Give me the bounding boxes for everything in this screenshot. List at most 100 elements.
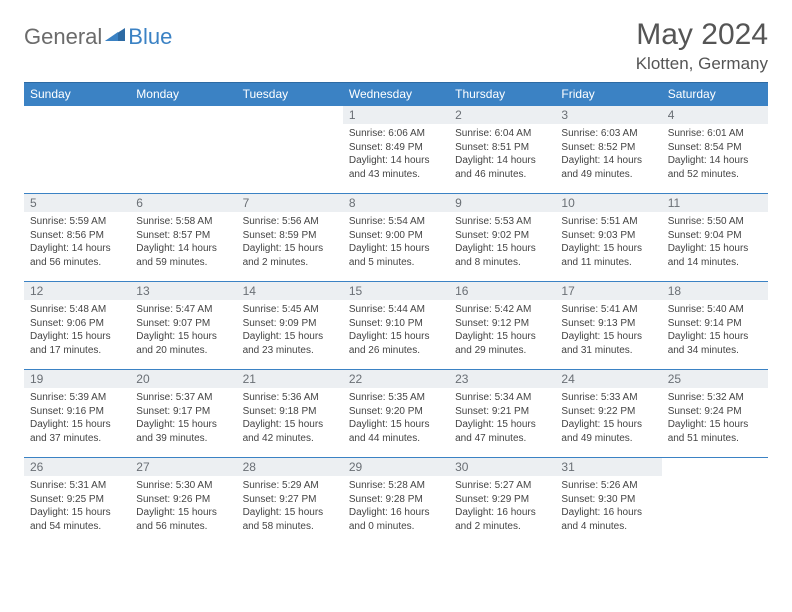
calendar-cell: 20Sunrise: 5:37 AMSunset: 9:17 PMDayligh…: [130, 370, 236, 458]
sunrise-line: Sunrise: 5:36 AM: [243, 391, 337, 405]
sunrise-line: Sunrise: 5:35 AM: [349, 391, 443, 405]
day-details: Sunrise: 5:28 AMSunset: 9:28 PMDaylight:…: [343, 476, 449, 537]
day-number: 3: [555, 106, 661, 124]
day-details: Sunrise: 5:37 AMSunset: 9:17 PMDaylight:…: [130, 388, 236, 449]
daylight-line: Daylight: 15 hours and 34 minutes.: [668, 330, 762, 357]
sunset-line: Sunset: 8:52 PM: [561, 141, 655, 155]
daylight-line: Daylight: 15 hours and 5 minutes.: [349, 242, 443, 269]
daylight-line: Daylight: 14 hours and 59 minutes.: [136, 242, 230, 269]
sunset-line: Sunset: 8:49 PM: [349, 141, 443, 155]
daylight-line: Daylight: 15 hours and 14 minutes.: [668, 242, 762, 269]
sunrise-line: Sunrise: 5:50 AM: [668, 215, 762, 229]
col-header: Thursday: [449, 83, 555, 106]
calendar-cell: 31Sunrise: 5:26 AMSunset: 9:30 PMDayligh…: [555, 458, 661, 546]
sunset-line: Sunset: 9:18 PM: [243, 405, 337, 419]
day-details: Sunrise: 5:34 AMSunset: 9:21 PMDaylight:…: [449, 388, 555, 449]
day-details: Sunrise: 5:48 AMSunset: 9:06 PMDaylight:…: [24, 300, 130, 361]
title-block: May 2024 Klotten, Germany: [636, 18, 768, 74]
calendar-cell: 4Sunrise: 6:01 AMSunset: 8:54 PMDaylight…: [662, 106, 768, 194]
sunset-line: Sunset: 9:25 PM: [30, 493, 124, 507]
calendar-cell: 28Sunrise: 5:29 AMSunset: 9:27 PMDayligh…: [237, 458, 343, 546]
page-title: May 2024: [636, 18, 768, 52]
sunset-line: Sunset: 9:03 PM: [561, 229, 655, 243]
sunrise-line: Sunrise: 5:37 AM: [136, 391, 230, 405]
calendar-body: 1Sunrise: 6:06 AMSunset: 8:49 PMDaylight…: [24, 106, 768, 546]
daylight-line: Daylight: 15 hours and 23 minutes.: [243, 330, 337, 357]
location: Klotten, Germany: [636, 54, 768, 74]
daylight-line: Daylight: 15 hours and 39 minutes.: [136, 418, 230, 445]
weekday-header-row: Sunday Monday Tuesday Wednesday Thursday…: [24, 83, 768, 106]
calendar-cell: 30Sunrise: 5:27 AMSunset: 9:29 PMDayligh…: [449, 458, 555, 546]
sunset-line: Sunset: 8:51 PM: [455, 141, 549, 155]
sunset-line: Sunset: 9:26 PM: [136, 493, 230, 507]
calendar-cell: 6Sunrise: 5:58 AMSunset: 8:57 PMDaylight…: [130, 194, 236, 282]
day-details: Sunrise: 5:45 AMSunset: 9:09 PMDaylight:…: [237, 300, 343, 361]
day-details: Sunrise: 5:33 AMSunset: 9:22 PMDaylight:…: [555, 388, 661, 449]
day-details: Sunrise: 5:56 AMSunset: 8:59 PMDaylight:…: [237, 212, 343, 273]
logo-text-general: General: [24, 24, 102, 50]
sunrise-line: Sunrise: 5:28 AM: [349, 479, 443, 493]
calendar-week-row: 5Sunrise: 5:59 AMSunset: 8:56 PMDaylight…: [24, 194, 768, 282]
daylight-line: Daylight: 14 hours and 43 minutes.: [349, 154, 443, 181]
sunrise-line: Sunrise: 5:39 AM: [30, 391, 124, 405]
calendar-cell: 18Sunrise: 5:40 AMSunset: 9:14 PMDayligh…: [662, 282, 768, 370]
day-details: Sunrise: 5:59 AMSunset: 8:56 PMDaylight:…: [24, 212, 130, 273]
sunset-line: Sunset: 9:27 PM: [243, 493, 337, 507]
day-number: 21: [237, 370, 343, 388]
day-details: Sunrise: 5:31 AMSunset: 9:25 PMDaylight:…: [24, 476, 130, 537]
sunset-line: Sunset: 9:28 PM: [349, 493, 443, 507]
day-details: Sunrise: 5:53 AMSunset: 9:02 PMDaylight:…: [449, 212, 555, 273]
day-number: 6: [130, 194, 236, 212]
day-details: Sunrise: 5:35 AMSunset: 9:20 PMDaylight:…: [343, 388, 449, 449]
sunset-line: Sunset: 9:21 PM: [455, 405, 549, 419]
daylight-line: Daylight: 15 hours and 47 minutes.: [455, 418, 549, 445]
sunrise-line: Sunrise: 5:42 AM: [455, 303, 549, 317]
day-details: Sunrise: 5:32 AMSunset: 9:24 PMDaylight:…: [662, 388, 768, 449]
daylight-line: Daylight: 15 hours and 17 minutes.: [30, 330, 124, 357]
sunrise-line: Sunrise: 5:45 AM: [243, 303, 337, 317]
day-number: 4: [662, 106, 768, 124]
sunset-line: Sunset: 9:29 PM: [455, 493, 549, 507]
day-details: Sunrise: 5:26 AMSunset: 9:30 PMDaylight:…: [555, 476, 661, 537]
col-header: Tuesday: [237, 83, 343, 106]
calendar-cell: 22Sunrise: 5:35 AMSunset: 9:20 PMDayligh…: [343, 370, 449, 458]
calendar-cell: 15Sunrise: 5:44 AMSunset: 9:10 PMDayligh…: [343, 282, 449, 370]
calendar-cell: [662, 458, 768, 546]
sunrise-line: Sunrise: 6:01 AM: [668, 127, 762, 141]
sunrise-line: Sunrise: 6:06 AM: [349, 127, 443, 141]
calendar-cell: 13Sunrise: 5:47 AMSunset: 9:07 PMDayligh…: [130, 282, 236, 370]
sunrise-line: Sunrise: 5:32 AM: [668, 391, 762, 405]
daylight-line: Daylight: 15 hours and 11 minutes.: [561, 242, 655, 269]
calendar-cell: 14Sunrise: 5:45 AMSunset: 9:09 PMDayligh…: [237, 282, 343, 370]
calendar-week-row: 12Sunrise: 5:48 AMSunset: 9:06 PMDayligh…: [24, 282, 768, 370]
sunrise-line: Sunrise: 5:41 AM: [561, 303, 655, 317]
day-details: Sunrise: 6:04 AMSunset: 8:51 PMDaylight:…: [449, 124, 555, 185]
sunrise-line: Sunrise: 5:51 AM: [561, 215, 655, 229]
sunrise-line: Sunrise: 6:03 AM: [561, 127, 655, 141]
daylight-line: Daylight: 15 hours and 37 minutes.: [30, 418, 124, 445]
calendar-cell: [237, 106, 343, 194]
sunrise-line: Sunrise: 6:04 AM: [455, 127, 549, 141]
daylight-line: Daylight: 15 hours and 8 minutes.: [455, 242, 549, 269]
sunset-line: Sunset: 9:02 PM: [455, 229, 549, 243]
col-header: Saturday: [662, 83, 768, 106]
daylight-line: Daylight: 16 hours and 4 minutes.: [561, 506, 655, 533]
sunset-line: Sunset: 9:22 PM: [561, 405, 655, 419]
day-details: Sunrise: 5:29 AMSunset: 9:27 PMDaylight:…: [237, 476, 343, 537]
day-number: 17: [555, 282, 661, 300]
calendar-cell: 5Sunrise: 5:59 AMSunset: 8:56 PMDaylight…: [24, 194, 130, 282]
day-details: Sunrise: 5:58 AMSunset: 8:57 PMDaylight:…: [130, 212, 236, 273]
calendar-cell: 9Sunrise: 5:53 AMSunset: 9:02 PMDaylight…: [449, 194, 555, 282]
sunset-line: Sunset: 9:06 PM: [30, 317, 124, 331]
calendar-cell: 2Sunrise: 6:04 AMSunset: 8:51 PMDaylight…: [449, 106, 555, 194]
daylight-line: Daylight: 15 hours and 44 minutes.: [349, 418, 443, 445]
sunrise-line: Sunrise: 5:29 AM: [243, 479, 337, 493]
day-details: Sunrise: 5:40 AMSunset: 9:14 PMDaylight:…: [662, 300, 768, 361]
day-details: Sunrise: 5:39 AMSunset: 9:16 PMDaylight:…: [24, 388, 130, 449]
sunset-line: Sunset: 9:04 PM: [668, 229, 762, 243]
sunset-line: Sunset: 9:20 PM: [349, 405, 443, 419]
sunrise-line: Sunrise: 5:40 AM: [668, 303, 762, 317]
sunset-line: Sunset: 9:07 PM: [136, 317, 230, 331]
day-details: Sunrise: 5:30 AMSunset: 9:26 PMDaylight:…: [130, 476, 236, 537]
day-number: 14: [237, 282, 343, 300]
